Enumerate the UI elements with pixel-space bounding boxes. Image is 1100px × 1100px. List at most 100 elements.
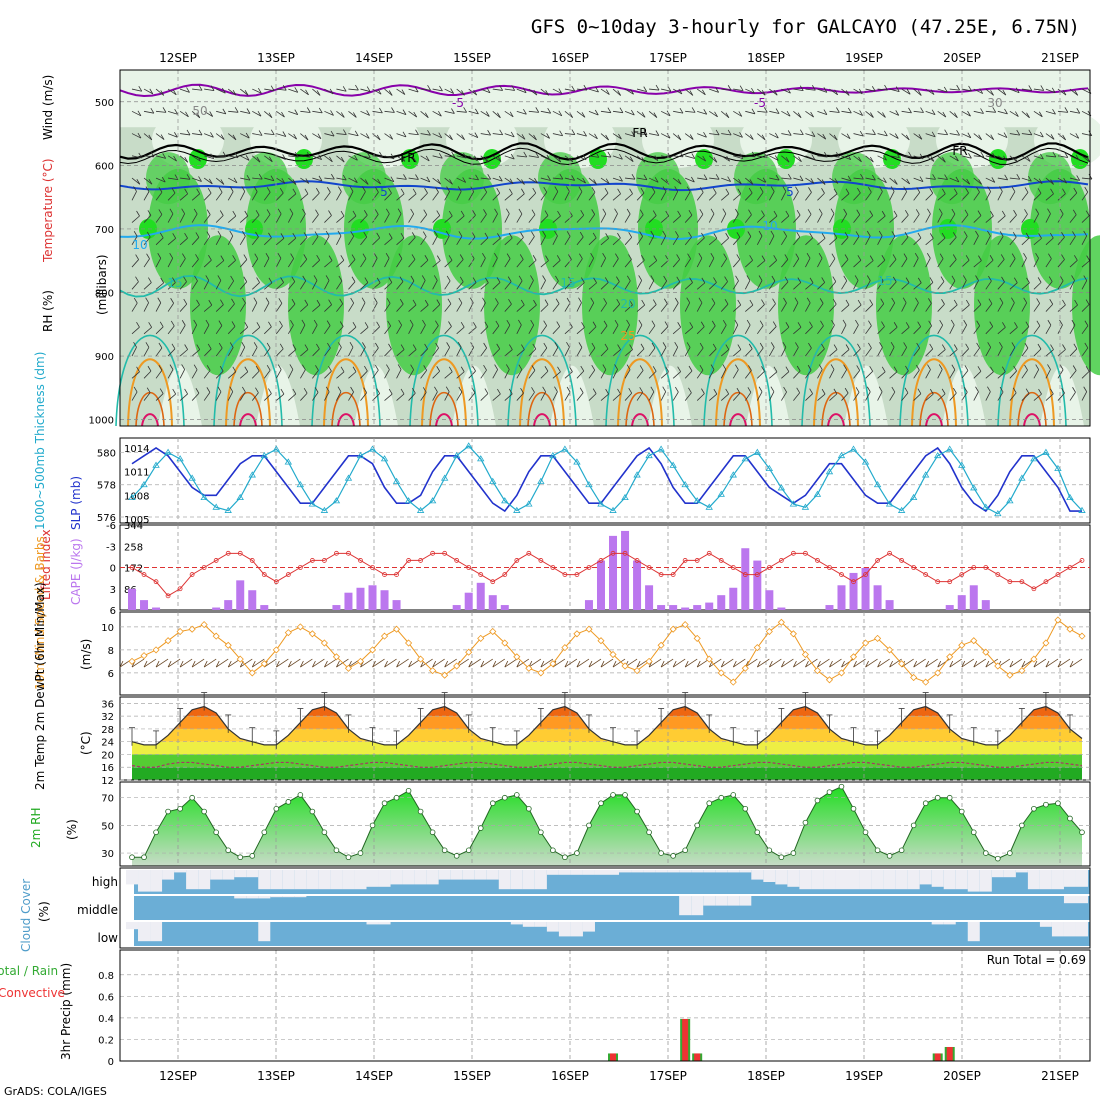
wind-barb — [300, 280, 307, 290]
cloud-cell — [979, 870, 992, 892]
wind-barb-flag — [677, 210, 681, 217]
wind-barb — [985, 280, 992, 290]
cape-bar — [849, 572, 858, 610]
thickness-point — [753, 448, 762, 455]
cloud-cell — [727, 870, 740, 873]
wind-barb — [769, 133, 779, 139]
lifted-index-point — [538, 558, 544, 563]
chart-title: GFS 0~10day 3-hourly for GALCAYO (47.25E… — [531, 16, 1080, 38]
wind-barb — [444, 371, 453, 379]
wind-barb-flag — [748, 209, 752, 215]
thickness-point — [885, 500, 894, 507]
wind-barb — [528, 259, 537, 268]
cloud-cell — [715, 870, 728, 873]
wind-barb-flag — [315, 209, 319, 215]
wind-barb-flag — [426, 176, 431, 183]
wind-barb — [985, 215, 994, 223]
wind-barb-flag — [329, 156, 333, 163]
wind-barb-flag — [843, 275, 848, 282]
cloud-cell — [835, 870, 848, 890]
wind-barb — [744, 236, 752, 246]
wind-barb-flag — [412, 344, 417, 350]
wind-barb — [348, 302, 355, 312]
rh-point — [369, 822, 376, 829]
wind-barb — [1057, 236, 1065, 246]
wind-barb-flag — [292, 344, 297, 350]
wind-barb-flag — [1051, 87, 1056, 93]
cloud-cell — [558, 922, 571, 937]
rh-point — [706, 800, 713, 807]
wind-barb — [408, 193, 417, 201]
wind-barb — [745, 348, 753, 357]
wind-barb — [973, 325, 980, 335]
wind-barb-flag — [739, 132, 743, 138]
wind-barb — [949, 259, 957, 268]
wind-barb-flag — [305, 89, 309, 95]
wind-barb — [949, 193, 958, 201]
wind-barb-flag — [963, 319, 968, 326]
wind-barb — [312, 155, 322, 160]
lifted-index-point — [394, 572, 399, 577]
lifted-index-point — [694, 558, 700, 563]
wind-barb-flag — [872, 129, 876, 135]
wind-barb-flag — [895, 86, 900, 92]
wind-barb-flag — [869, 255, 874, 261]
wind-barb — [432, 155, 443, 159]
wind-barb — [384, 258, 390, 268]
wind-barb — [624, 88, 634, 95]
wind-barb-flag — [294, 151, 299, 158]
wind-barb-flag — [1013, 277, 1018, 283]
wind-barb — [841, 658, 854, 668]
wind-barb — [708, 325, 716, 335]
wind-barb — [191, 177, 202, 182]
wind-barb-flag — [1011, 253, 1016, 259]
wind-barb — [636, 348, 645, 357]
wind-barb-flag — [691, 153, 696, 159]
wind-barb — [564, 391, 571, 401]
wind-barb — [793, 111, 802, 119]
wind-barb-flag — [401, 156, 406, 162]
wind-barb — [456, 302, 463, 312]
cloud-cell — [198, 870, 211, 890]
wind-barb-flag — [819, 298, 824, 304]
wind-barb — [997, 259, 1005, 268]
contour-35 — [925, 413, 943, 427]
wind-barb-flag — [434, 230, 438, 237]
cloud-cell — [871, 870, 884, 890]
wind-barb — [155, 370, 163, 379]
thickness-point — [212, 503, 220, 510]
wind-barb — [1057, 155, 1068, 158]
wind-barb-flag — [976, 186, 980, 193]
wind-barb-flag — [411, 254, 416, 260]
wind-barb — [408, 280, 415, 290]
wind-barb-flag — [966, 299, 970, 306]
wind-barb — [949, 369, 956, 379]
wind-barb — [516, 280, 523, 290]
wind-barb — [937, 658, 950, 668]
wind-barb — [552, 371, 561, 379]
rh-green-blob — [190, 235, 246, 376]
wind-barb-flag — [281, 178, 286, 184]
wind-barb-flag — [208, 178, 213, 185]
lifted-index-point — [971, 565, 977, 570]
lifted-index-point — [153, 579, 159, 585]
wind-barb-flag — [580, 277, 585, 283]
wind-barb-flag — [422, 231, 427, 237]
wind-barb-flag — [149, 88, 154, 95]
wind-barb — [600, 393, 609, 401]
wind-barb-flag — [867, 186, 872, 193]
wind-barb-flag — [940, 276, 945, 282]
wind-barb-flag — [374, 209, 379, 215]
wind-barb — [167, 348, 176, 357]
precip-ytick: 0.6 — [98, 992, 114, 1003]
wind-barb-flag — [954, 112, 958, 118]
wind-barb-flag — [449, 179, 453, 185]
wind-barb-flag — [400, 232, 405, 239]
lifted-index-point — [490, 579, 496, 585]
wind-barb-flag — [241, 386, 246, 393]
wind-barb — [336, 391, 342, 401]
cape-bar — [777, 607, 786, 610]
lifted-index-point — [478, 572, 484, 577]
wind-barb-flag — [265, 297, 270, 303]
wind-barb-flag — [961, 660, 966, 668]
